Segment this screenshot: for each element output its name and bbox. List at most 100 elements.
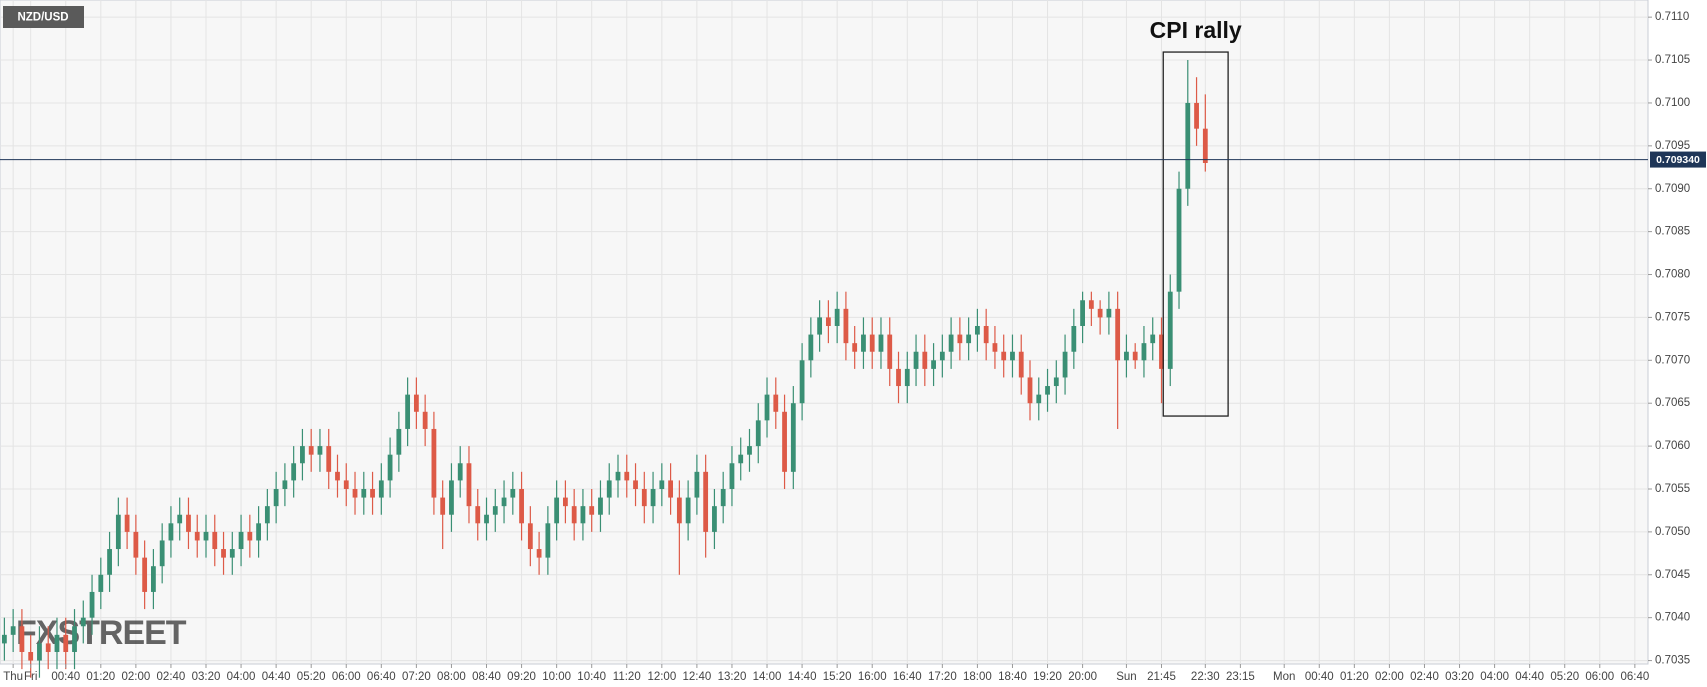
candle-body bbox=[931, 360, 936, 369]
x-tick-label: 21:45 bbox=[1147, 671, 1176, 683]
candle-body bbox=[536, 549, 542, 558]
x-tick-label: 01:20 bbox=[1340, 671, 1369, 683]
y-tick-label: 0.7035 bbox=[1655, 655, 1690, 667]
y-tick-label: 0.7090 bbox=[1655, 183, 1690, 195]
candle-body bbox=[1045, 386, 1050, 395]
candle-body bbox=[186, 514, 191, 532]
candle-body bbox=[1027, 377, 1033, 404]
last-price-tag bbox=[1650, 151, 1706, 168]
x-tick-label: 18:00 bbox=[963, 671, 992, 683]
x-tick-label: 05:20 bbox=[297, 671, 326, 683]
candle-body bbox=[1159, 334, 1164, 369]
candle-body bbox=[685, 497, 691, 524]
candle-body bbox=[852, 343, 858, 352]
candle-body bbox=[63, 634, 69, 652]
candle-body bbox=[641, 488, 647, 507]
candle-body bbox=[168, 523, 174, 541]
candle-body bbox=[1010, 351, 1015, 361]
x-tick-label: 04:00 bbox=[227, 671, 256, 683]
y-tick-label: 0.7085 bbox=[1655, 226, 1690, 238]
candle-body bbox=[896, 368, 901, 387]
candle-body bbox=[966, 334, 972, 344]
candle-body bbox=[606, 480, 612, 498]
x-tick-label: 23:15 bbox=[1226, 671, 1255, 683]
candle-body bbox=[466, 463, 472, 507]
x-tick-label: 03:20 bbox=[192, 671, 221, 683]
y-tick-label: 0.7040 bbox=[1655, 612, 1690, 624]
candle-body bbox=[326, 446, 332, 472]
x-tick-label: 10:40 bbox=[577, 671, 606, 683]
candle-body bbox=[527, 523, 533, 550]
candles bbox=[1, 60, 1208, 678]
candle-body bbox=[1062, 351, 1068, 378]
y-tick-label: 0.7110 bbox=[1655, 11, 1689, 23]
y-tick-label: 0.7065 bbox=[1655, 397, 1690, 409]
candle-body bbox=[676, 497, 682, 524]
candle-body bbox=[98, 574, 104, 592]
annotation-label: CPI rally bbox=[1150, 17, 1242, 43]
candle-body bbox=[1141, 343, 1147, 361]
candle-body bbox=[1106, 308, 1112, 318]
candle-body bbox=[492, 506, 498, 515]
candle-body bbox=[247, 531, 253, 541]
candle-body bbox=[361, 488, 367, 498]
x-tick-label: 04:00 bbox=[1480, 671, 1509, 683]
y-tick-label: 0.7080 bbox=[1655, 269, 1690, 281]
candle-body bbox=[755, 420, 761, 447]
candle-body bbox=[221, 549, 226, 558]
candle-body bbox=[1071, 325, 1077, 352]
annotation-box bbox=[1162, 51, 1229, 417]
candle-body bbox=[825, 317, 831, 326]
candle-body bbox=[291, 463, 297, 481]
x-tick-label: 14:40 bbox=[788, 671, 817, 683]
candle-body bbox=[633, 480, 638, 489]
x-tick-label: 19:20 bbox=[1033, 671, 1062, 683]
candle-body bbox=[799, 360, 805, 404]
candle-body bbox=[571, 506, 577, 524]
candle-body bbox=[861, 334, 866, 352]
x-tick-label: 06:00 bbox=[332, 671, 361, 683]
candle-body bbox=[72, 626, 77, 652]
candle-body bbox=[1097, 308, 1103, 318]
candle-body bbox=[203, 531, 209, 541]
y-tick-label: 0.7105 bbox=[1655, 54, 1690, 66]
candle-body bbox=[124, 514, 130, 532]
candle-body bbox=[589, 506, 595, 515]
x-tick-label: Thu bbox=[3, 671, 23, 683]
candle-body bbox=[1124, 351, 1129, 361]
x-tick-label: 17:20 bbox=[928, 671, 957, 683]
candle-body bbox=[563, 497, 568, 507]
candle-body bbox=[983, 325, 989, 344]
candle-body bbox=[28, 651, 34, 661]
x-tick-label: Fri bbox=[24, 671, 37, 683]
candle-body bbox=[773, 394, 779, 412]
candle-body bbox=[720, 488, 726, 507]
candle-body bbox=[151, 566, 156, 592]
x-tick-label: 20:00 bbox=[1068, 671, 1097, 683]
candle-body bbox=[89, 591, 95, 618]
candle-body bbox=[1018, 351, 1024, 378]
x-tick-label: 08:40 bbox=[472, 671, 501, 683]
candle-body bbox=[834, 308, 840, 326]
candle-body bbox=[115, 514, 121, 550]
candle-body bbox=[300, 446, 305, 464]
candle-body bbox=[1088, 300, 1094, 309]
plot-area bbox=[0, 0, 1649, 665]
x-tick-label: 02:40 bbox=[1410, 671, 1439, 683]
grid bbox=[0, 0, 1648, 664]
candle-body bbox=[10, 626, 16, 635]
candle-body bbox=[229, 549, 235, 558]
x-tick-label: 02:00 bbox=[121, 671, 150, 683]
candle-body bbox=[1, 634, 7, 644]
candle-body bbox=[431, 428, 437, 498]
candle-body bbox=[1150, 334, 1156, 344]
candle-body bbox=[922, 351, 928, 369]
y-tick-label: 0.7055 bbox=[1655, 483, 1690, 495]
x-tick-label: 06:40 bbox=[367, 671, 396, 683]
candle-body bbox=[238, 531, 244, 550]
candle-body bbox=[1053, 377, 1059, 387]
candle-body bbox=[1001, 351, 1007, 361]
y-tick-label: 0.7100 bbox=[1655, 97, 1690, 109]
candle-body bbox=[335, 471, 340, 481]
candle-body bbox=[624, 471, 630, 481]
